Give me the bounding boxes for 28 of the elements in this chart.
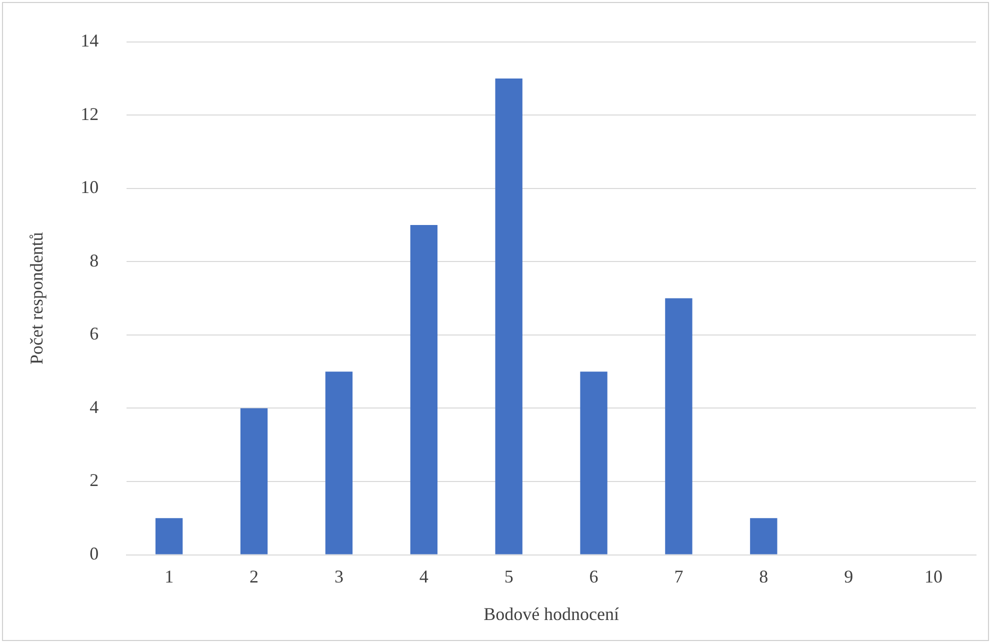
x-axis-title: Bodové hodnocení: [484, 604, 620, 624]
x-tick-label: 2: [250, 566, 259, 586]
x-tick-label: 10: [924, 566, 943, 586]
x-tick-label: 5: [504, 566, 514, 586]
y-tick-label: 4: [90, 396, 99, 417]
x-tick-label: 8: [759, 566, 768, 586]
y-tick-label: 6: [90, 324, 99, 344]
bar: [155, 518, 183, 554]
bar: [580, 372, 608, 554]
bar: [665, 298, 692, 554]
x-tick-label: 6: [589, 566, 598, 586]
y-tick-label: 2: [90, 470, 99, 490]
bar: [410, 225, 438, 554]
y-tick-label: 0: [90, 544, 99, 564]
x-tick-label: 4: [419, 566, 428, 586]
bar: [495, 78, 522, 554]
bar: [325, 372, 353, 554]
x-tick-label: 3: [334, 566, 344, 586]
bar: [750, 518, 778, 554]
y-tick-label: 8: [90, 250, 99, 270]
y-axis-title: Počet respondentů: [26, 232, 47, 365]
y-tick-label: 12: [80, 104, 99, 124]
x-tick-label: 7: [674, 566, 684, 586]
y-tick-label: 10: [80, 177, 99, 198]
x-tick-label: 9: [844, 566, 854, 586]
bar: [240, 408, 268, 554]
x-tick-label: 1: [164, 566, 174, 586]
y-tick-label: 14: [80, 30, 99, 51]
